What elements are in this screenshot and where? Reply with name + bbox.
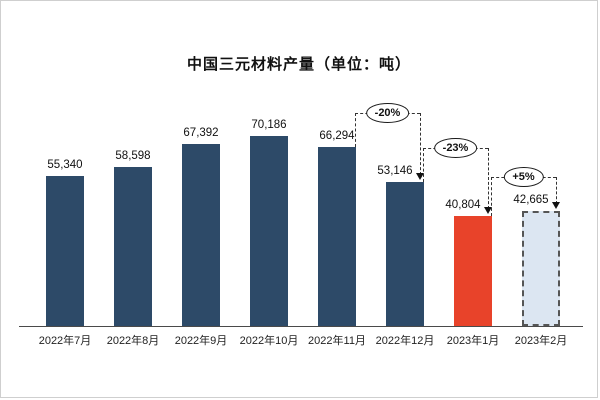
bar-2022年11月	[318, 147, 356, 326]
bar-value-label: 70,186	[251, 119, 287, 131]
x-axis-label: 2022年10月	[239, 335, 299, 347]
x-axis-label: 2022年7月	[38, 335, 92, 347]
chart-title: 中国三元材料产量（单位：吨）	[186, 56, 411, 73]
x-axis-label: 2023年2月	[514, 335, 568, 347]
annotation-arrow-head-icon	[484, 207, 492, 214]
bar-2022年12月	[386, 182, 424, 326]
annotation-arrow-line	[420, 113, 421, 175]
bar-2023年1月	[454, 216, 492, 326]
bar-2022年8月	[114, 167, 152, 326]
bar-value-label: 53,146	[377, 165, 413, 177]
annotation-arrow-head-icon	[552, 202, 560, 209]
annotation-connector-vertical	[423, 148, 424, 182]
annotation-arrow-head-icon	[416, 173, 424, 180]
bar-value-label: 42,665	[513, 194, 549, 206]
bar-2022年7月	[46, 176, 84, 326]
bar-value-label: 40,804	[445, 199, 481, 211]
bar-value-label: 66,294	[319, 130, 355, 142]
annotation-connector-vertical	[355, 113, 356, 147]
annotation-arrow-line	[488, 148, 489, 209]
x-axis-label: 2022年11月	[308, 335, 366, 347]
bar-value-label: 55,340	[47, 159, 83, 171]
x-axis-label: 2023年1月	[446, 335, 500, 347]
x-axis-label: 2022年9月	[174, 335, 228, 347]
x-axis-label: 2022年8月	[106, 335, 160, 347]
x-axis-label: 2022年12月	[375, 335, 435, 347]
bar-value-label: 58,598	[115, 150, 151, 162]
annotation-connector-vertical	[491, 177, 492, 216]
bar-2023年2月	[522, 211, 560, 326]
annotation-arrow-line	[556, 177, 557, 204]
annotation-label: +5%	[503, 167, 544, 187]
bar-value-label: 67,392	[183, 127, 219, 139]
bar-2022年10月	[250, 136, 288, 326]
x-axis-line	[19, 326, 583, 327]
annotation-label: -20%	[365, 103, 410, 123]
annotation-label: -23%	[433, 138, 478, 158]
bar-2022年9月	[182, 144, 220, 326]
